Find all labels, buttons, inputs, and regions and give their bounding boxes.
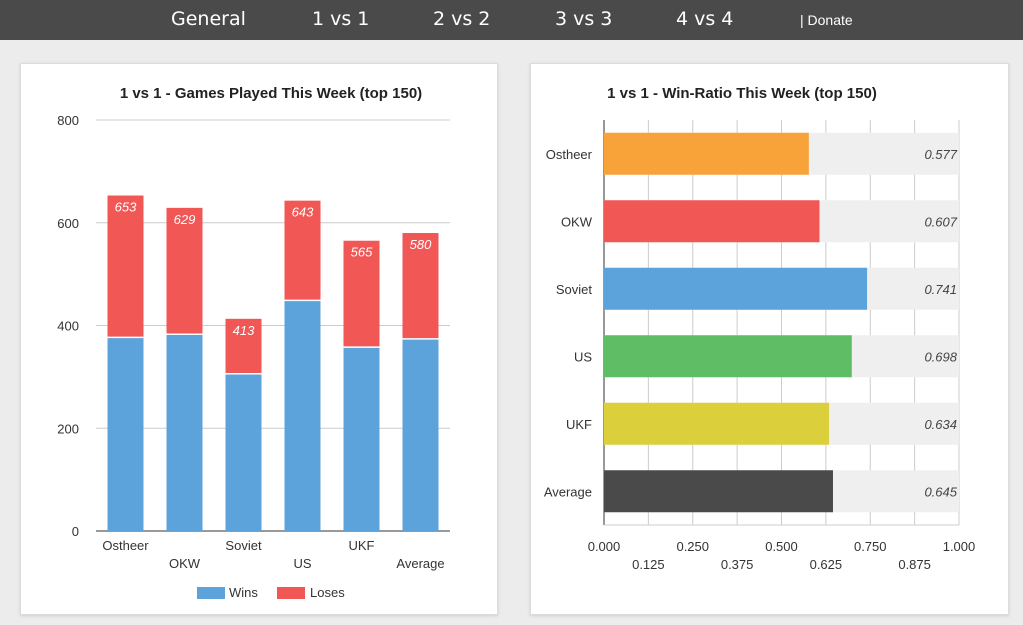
bar-value-label: 0.741 <box>924 282 957 297</box>
bar-loses-average[interactable] <box>402 233 439 339</box>
x-tick-label: Soviet <box>225 538 262 553</box>
bar-total-label: 653 <box>115 200 137 215</box>
bar-loses-okw[interactable] <box>166 207 203 335</box>
y-tick-label: Ostheer <box>546 147 593 162</box>
nav-2v2[interactable]: 2 vs 2 <box>433 8 491 30</box>
bar-wins-average[interactable] <box>402 338 439 531</box>
x-tick-label: 0.375 <box>721 557 754 572</box>
y-tick-label: Soviet <box>556 282 593 297</box>
nav-1v1[interactable]: 1 vs 1 <box>312 8 370 30</box>
x-tick-label: UKF <box>349 538 375 553</box>
legend-loses-swatch <box>277 587 305 599</box>
nav-3v3[interactable]: 3 vs 3 <box>555 8 613 30</box>
bar-total-label: 565 <box>351 245 373 260</box>
bar-total-label: 643 <box>292 205 314 220</box>
y-tick-label: US <box>574 349 592 364</box>
bar-loses-ukf[interactable] <box>343 240 380 348</box>
legend-wins-swatch <box>197 587 225 599</box>
bar-value-label: 0.577 <box>924 147 957 162</box>
x-tick-label: 0.250 <box>676 539 709 554</box>
x-tick-label: OKW <box>169 556 201 571</box>
bar-ostheer[interactable] <box>604 132 809 175</box>
win-ratio-title: 1 vs 1 - Win-Ratio This Week (top 150) <box>607 85 877 102</box>
bar-value-label: 0.607 <box>924 214 957 229</box>
nav-4v4[interactable]: 4 vs 4 <box>676 8 734 30</box>
bar-total-label: 580 <box>410 237 432 252</box>
bar-us[interactable] <box>604 335 852 378</box>
bar-value-label: 0.634 <box>924 417 957 432</box>
y-tick-label: OKW <box>561 214 593 229</box>
bar-wins-ostheer[interactable] <box>107 337 144 531</box>
bar-loses-soviet[interactable] <box>225 318 262 374</box>
win-ratio-card: 1 vs 1 - Win-Ratio This Week (top 150) 0… <box>530 63 1009 615</box>
bar-okw[interactable] <box>604 200 820 243</box>
x-tick-label: 0.625 <box>810 557 843 572</box>
x-tick-label: Ostheer <box>102 538 149 553</box>
legend-loses-label: Loses <box>310 585 345 600</box>
bar-ukf[interactable] <box>604 402 830 445</box>
x-tick-label: US <box>293 556 311 571</box>
y-tick-label: 600 <box>57 216 79 231</box>
y-tick-label: UKF <box>566 417 592 432</box>
bar-wins-soviet[interactable] <box>225 373 262 531</box>
x-tick-label: 0.125 <box>632 557 665 572</box>
legend-wins-label: Wins <box>229 585 258 600</box>
bar-total-label: 629 <box>174 212 196 227</box>
bar-wins-okw[interactable] <box>166 334 203 531</box>
nav-donate-link[interactable]: | Donate <box>800 12 853 28</box>
top-nav-bar: General 1 vs 1 2 vs 2 3 vs 3 4 vs 4 | Do… <box>0 0 1023 40</box>
games-played-chart: 1 vs 1 - Games Played This Week (top 150… <box>57 85 450 600</box>
x-tick-label: 0.875 <box>898 557 931 572</box>
y-tick-label: Average <box>544 484 592 499</box>
x-tick-label: 0.000 <box>588 539 621 554</box>
bar-wins-ukf[interactable] <box>343 347 380 531</box>
games-played-title: 1 vs 1 - Games Played This Week (top 150… <box>120 85 422 102</box>
y-tick-label: 200 <box>57 421 79 436</box>
x-tick-label: 0.750 <box>854 539 887 554</box>
bar-soviet[interactable] <box>604 267 868 310</box>
x-tick-label: 1.000 <box>943 539 976 554</box>
bar-loses-ostheer[interactable] <box>107 195 144 338</box>
bar-value-label: 0.698 <box>924 349 957 364</box>
y-tick-label: 400 <box>57 319 79 334</box>
nav-general[interactable]: General <box>171 8 246 30</box>
x-tick-label: Average <box>396 556 444 571</box>
games-played-card: 1 vs 1 - Games Played This Week (top 150… <box>20 63 498 615</box>
bar-total-label: 413 <box>233 323 255 338</box>
y-tick-label: 0 <box>72 524 79 539</box>
bar-loses-us[interactable] <box>284 200 321 301</box>
x-tick-label: 0.500 <box>765 539 798 554</box>
win-ratio-chart: 1 vs 1 - Win-Ratio This Week (top 150) 0… <box>544 85 976 572</box>
bar-average[interactable] <box>604 470 833 513</box>
bar-value-label: 0.645 <box>924 484 957 499</box>
bar-wins-us[interactable] <box>284 300 321 531</box>
y-tick-label: 800 <box>57 113 79 128</box>
